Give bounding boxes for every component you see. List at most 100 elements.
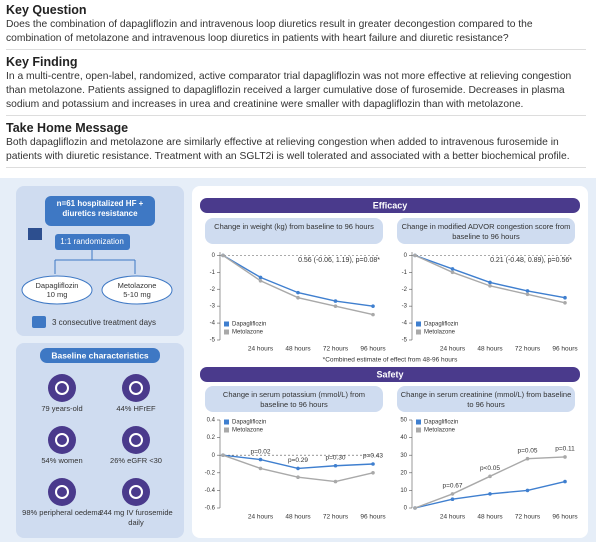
y-tick-label: -5 [210, 338, 216, 344]
population-text: n=61 hospitalized HF + diuretics resista… [57, 199, 144, 218]
data-point [333, 299, 338, 303]
data-point [563, 300, 567, 305]
randomization-text: 1:1 randomization [60, 237, 124, 246]
chart-title-box [205, 386, 383, 412]
arm-oval [21, 275, 93, 305]
baseline-label: 98% peripheral oedema [22, 508, 102, 517]
calendar-icon [32, 316, 46, 328]
data-point [450, 492, 455, 496]
y-tick-label: 20 [400, 470, 407, 476]
baseline-label: 54% women [41, 456, 83, 465]
data-point [221, 253, 225, 258]
baseline-label: 79 years-old [41, 404, 83, 413]
safety-bar [200, 367, 580, 382]
data-point [563, 455, 567, 459]
chart-title: Change in serum creatinine (mmol/L) from… [400, 390, 572, 409]
legend-swatch [224, 419, 229, 425]
baseline-label: 79 years-old [41, 404, 83, 413]
chart-title: Change in serum potassium (mmol/L) from … [222, 390, 366, 409]
data-point [333, 304, 338, 308]
chart-title: Change in serum creatinine (mmol/L) from… [400, 390, 572, 409]
p-label: p=0.67 [442, 483, 462, 490]
legend-swatch [416, 427, 421, 433]
data-point [413, 506, 417, 510]
legend-label: Dapagliflozin [424, 420, 458, 426]
chart-title: Change in modified ADVOR congestion scor… [401, 222, 571, 241]
heading: Key Finding [6, 55, 78, 69]
icon-detail [55, 433, 69, 447]
data-point [333, 463, 338, 468]
p-label: p=0.11 [555, 446, 575, 453]
data-point [296, 475, 300, 480]
chart-title-box [397, 218, 575, 244]
icon [122, 478, 150, 506]
data-point [296, 290, 300, 295]
x-tick-label: 96 hours [360, 346, 386, 353]
data-point [258, 457, 263, 462]
baseline-label: 244 mg IV furosemide daily [99, 508, 173, 527]
paragraph: In a multi-centre, open-label, randomize… [6, 70, 586, 116]
legend-swatch [224, 321, 229, 327]
chart-title-box [397, 386, 575, 412]
y-tick-label: -3 [210, 304, 216, 310]
heading: Key Question [6, 3, 87, 17]
baseline-label: 54% women [41, 456, 83, 465]
x-tick-label: 96 hours [552, 514, 578, 521]
data-point [488, 280, 492, 285]
y-tick-label: -5 [402, 338, 408, 344]
y-tick-label: 0 [212, 253, 216, 259]
y-tick-label: -4 [402, 321, 408, 327]
x-tick-label: 96 hours [552, 346, 578, 353]
y-tick-label: -2 [210, 287, 216, 293]
legend-label: Metolazone [232, 330, 264, 336]
data-point [413, 253, 417, 258]
paragraph: Does the combination of dapagliflozin an… [6, 18, 586, 50]
x-tick-label: 24 hours [248, 346, 274, 353]
icon [48, 478, 76, 506]
legend-label: Metolazone [424, 330, 456, 336]
legend-label: Metolazone [424, 428, 456, 434]
x-tick-label: 48 hours [285, 514, 311, 521]
icon-detail [129, 381, 143, 395]
y-tick-label: 0.2 [207, 435, 216, 441]
x-tick-label: 72 hours [323, 514, 349, 521]
footnote: *Combined estimate of effect from 48-96 … [323, 357, 458, 364]
data-point [221, 453, 225, 458]
icon-detail [129, 485, 143, 499]
randomization-box [55, 234, 130, 250]
icon-detail [55, 485, 69, 499]
section-title: Efficacy [373, 200, 408, 210]
icon-detail [55, 381, 69, 395]
legend-swatch [224, 427, 229, 433]
data-point [371, 312, 375, 317]
chart-title: Change in modified ADVOR congestion scor… [401, 222, 571, 241]
population-box [45, 196, 155, 226]
baseline-label: 44% HFrEF [116, 404, 156, 413]
annotation: 0.21 (-0.48, 0.89), p=0.56* [490, 257, 572, 264]
x-tick-label: 48 hours [477, 514, 503, 521]
baseline-label: 44% HFrEF [116, 404, 156, 413]
summary: Key Question Does the combination of dap… [6, 0, 586, 173]
chart-title-box [205, 218, 383, 244]
x-tick-label: 24 hours [440, 346, 466, 353]
x-tick-label: 72 hours [515, 346, 541, 353]
y-tick-label: 40 [400, 435, 407, 441]
data-point [488, 492, 492, 496]
arm-name: Metolazone [118, 281, 157, 290]
results-panel [192, 186, 588, 538]
data-point [258, 275, 263, 280]
y-tick-label: 0.4 [207, 418, 216, 424]
chart-title: Change in serum potassium (mmol/L) from … [222, 390, 366, 409]
bed-icon [28, 228, 42, 240]
data-point [563, 479, 567, 484]
data-point [296, 466, 300, 471]
arm-name: Dapagliflozin [36, 281, 79, 290]
y-tick-label: -3 [402, 304, 408, 310]
legend-label: Dapagliflozin [232, 322, 266, 328]
data-point [450, 270, 455, 275]
data-point [450, 267, 455, 271]
y-tick-label: 0 [404, 253, 408, 259]
p-label: p=0.43 [363, 453, 383, 460]
y-tick-label: -4 [210, 321, 216, 327]
